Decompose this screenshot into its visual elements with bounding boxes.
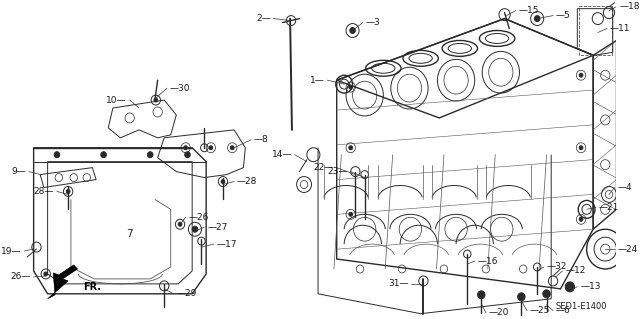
Circle shape xyxy=(230,146,234,150)
Text: —29: —29 xyxy=(176,289,196,298)
Text: —30: —30 xyxy=(170,84,190,93)
Circle shape xyxy=(477,291,485,299)
Text: —28: —28 xyxy=(237,177,257,186)
Circle shape xyxy=(350,27,355,33)
Text: —13: —13 xyxy=(580,282,600,291)
Circle shape xyxy=(178,222,182,226)
Text: FR.: FR. xyxy=(83,282,101,292)
Circle shape xyxy=(147,152,153,158)
Text: —6: —6 xyxy=(556,306,571,315)
Circle shape xyxy=(543,290,550,298)
Text: 9—: 9— xyxy=(12,167,26,176)
Text: —20: —20 xyxy=(489,308,509,317)
Circle shape xyxy=(209,146,212,150)
Text: —17: —17 xyxy=(216,240,237,249)
Text: —5: —5 xyxy=(556,11,571,20)
Circle shape xyxy=(192,226,198,232)
Circle shape xyxy=(67,189,70,193)
Text: 28—: 28— xyxy=(34,187,54,196)
Text: —27: —27 xyxy=(207,223,227,232)
Text: 23—: 23— xyxy=(328,167,348,176)
Text: —18: —18 xyxy=(620,2,640,11)
Text: 26—: 26— xyxy=(10,272,31,281)
Text: 10—: 10— xyxy=(106,96,127,105)
Polygon shape xyxy=(47,265,77,299)
Circle shape xyxy=(349,212,353,216)
Circle shape xyxy=(54,152,60,158)
Text: —4: —4 xyxy=(618,183,632,192)
Circle shape xyxy=(184,146,188,150)
Text: —24: —24 xyxy=(618,245,637,254)
Text: 31—: 31— xyxy=(388,279,408,288)
Circle shape xyxy=(185,152,190,158)
Text: —12: —12 xyxy=(565,266,586,275)
Circle shape xyxy=(44,272,47,276)
Text: —11: —11 xyxy=(610,24,630,33)
Circle shape xyxy=(100,152,106,158)
Circle shape xyxy=(518,293,525,301)
Text: —8: —8 xyxy=(253,135,268,144)
Text: SED1-E1400: SED1-E1400 xyxy=(556,302,607,311)
Text: —26: —26 xyxy=(188,213,209,222)
Circle shape xyxy=(349,85,353,89)
Circle shape xyxy=(579,217,583,221)
Text: —21: —21 xyxy=(599,203,619,212)
Text: 19—: 19— xyxy=(1,247,22,256)
Text: 7: 7 xyxy=(126,229,133,239)
Circle shape xyxy=(534,16,540,22)
Circle shape xyxy=(221,180,225,183)
Circle shape xyxy=(579,73,583,77)
Circle shape xyxy=(565,282,575,292)
Text: —3: —3 xyxy=(365,18,380,27)
Text: 1—: 1— xyxy=(310,76,324,85)
Text: —32: —32 xyxy=(547,263,567,271)
Circle shape xyxy=(154,98,157,102)
Circle shape xyxy=(349,146,353,150)
Text: 14—: 14— xyxy=(271,150,292,159)
Text: 2—: 2— xyxy=(256,14,271,23)
Circle shape xyxy=(579,146,583,150)
Text: —25: —25 xyxy=(530,306,550,315)
Text: —16: —16 xyxy=(477,256,498,265)
Text: —15: —15 xyxy=(518,6,539,15)
Text: 22—: 22— xyxy=(314,163,334,172)
